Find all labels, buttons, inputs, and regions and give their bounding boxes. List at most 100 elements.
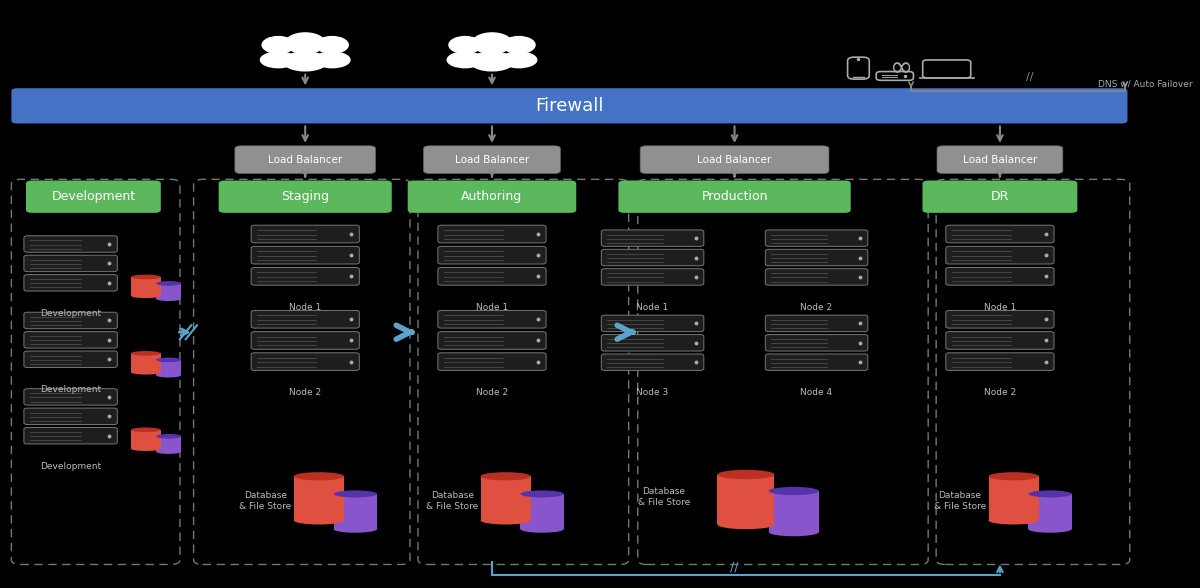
FancyBboxPatch shape [251, 353, 359, 370]
Text: Database
& File Store: Database & File Store [934, 491, 986, 511]
FancyBboxPatch shape [618, 181, 851, 213]
Ellipse shape [156, 358, 181, 362]
FancyBboxPatch shape [946, 268, 1054, 285]
FancyBboxPatch shape [937, 146, 1063, 173]
Ellipse shape [131, 446, 161, 451]
FancyBboxPatch shape [946, 310, 1054, 328]
Ellipse shape [500, 52, 536, 68]
Ellipse shape [334, 490, 377, 497]
Text: Production: Production [701, 190, 768, 203]
Ellipse shape [131, 293, 161, 298]
Ellipse shape [718, 470, 774, 479]
Text: Development: Development [52, 190, 136, 203]
Ellipse shape [131, 370, 161, 375]
Circle shape [449, 36, 481, 54]
Ellipse shape [521, 490, 564, 497]
Polygon shape [480, 476, 530, 520]
FancyBboxPatch shape [438, 246, 546, 264]
FancyBboxPatch shape [24, 408, 118, 425]
FancyBboxPatch shape [601, 249, 704, 266]
Ellipse shape [1028, 490, 1072, 497]
FancyBboxPatch shape [438, 353, 546, 370]
Text: Development: Development [40, 385, 101, 394]
Polygon shape [294, 476, 344, 520]
Ellipse shape [769, 487, 818, 495]
FancyBboxPatch shape [24, 255, 118, 272]
Ellipse shape [314, 52, 350, 68]
FancyBboxPatch shape [24, 275, 118, 291]
Text: Database
& File Store: Database & File Store [239, 491, 292, 511]
FancyBboxPatch shape [946, 332, 1054, 349]
Polygon shape [989, 476, 1039, 520]
Text: ∞: ∞ [890, 54, 913, 82]
Polygon shape [131, 353, 161, 372]
Text: Load Balancer: Load Balancer [962, 155, 1037, 165]
FancyBboxPatch shape [766, 230, 868, 246]
FancyBboxPatch shape [946, 353, 1054, 370]
Text: Load Balancer: Load Balancer [455, 155, 529, 165]
Polygon shape [1028, 494, 1072, 529]
FancyBboxPatch shape [946, 225, 1054, 243]
Ellipse shape [156, 281, 181, 286]
Ellipse shape [769, 528, 818, 536]
FancyBboxPatch shape [24, 427, 118, 444]
Ellipse shape [294, 516, 344, 524]
Ellipse shape [718, 520, 774, 529]
Circle shape [262, 36, 294, 54]
Ellipse shape [334, 526, 377, 533]
Polygon shape [131, 277, 161, 296]
Ellipse shape [989, 472, 1039, 480]
Ellipse shape [470, 52, 514, 71]
Text: Staging: Staging [281, 190, 329, 203]
FancyBboxPatch shape [601, 335, 704, 351]
Text: Node 1: Node 1 [984, 303, 1016, 312]
Ellipse shape [1028, 526, 1072, 533]
FancyBboxPatch shape [601, 354, 704, 370]
Text: Node 2: Node 2 [476, 388, 508, 397]
FancyBboxPatch shape [601, 230, 704, 246]
Polygon shape [156, 283, 181, 299]
FancyBboxPatch shape [601, 269, 704, 285]
Circle shape [286, 33, 325, 54]
Text: Load Balancer: Load Balancer [268, 155, 342, 165]
FancyBboxPatch shape [24, 332, 118, 348]
Text: Load Balancer: Load Balancer [697, 155, 772, 165]
FancyBboxPatch shape [251, 310, 359, 328]
FancyBboxPatch shape [251, 332, 359, 349]
Text: Authoring: Authoring [461, 190, 523, 203]
Text: DNS w/ Auto Failover: DNS w/ Auto Failover [1098, 79, 1193, 88]
FancyBboxPatch shape [601, 315, 704, 332]
Ellipse shape [448, 52, 484, 68]
Circle shape [316, 36, 348, 54]
FancyBboxPatch shape [251, 268, 359, 285]
FancyBboxPatch shape [235, 146, 376, 173]
Ellipse shape [260, 52, 296, 68]
FancyBboxPatch shape [438, 332, 546, 349]
Text: Development: Development [40, 309, 101, 318]
Text: Node 2: Node 2 [289, 388, 322, 397]
FancyBboxPatch shape [24, 312, 118, 329]
FancyBboxPatch shape [640, 146, 829, 173]
Polygon shape [769, 491, 818, 532]
Ellipse shape [156, 296, 181, 301]
Ellipse shape [521, 526, 564, 533]
Polygon shape [131, 430, 161, 449]
Text: DR: DR [991, 190, 1009, 203]
FancyBboxPatch shape [24, 389, 118, 405]
FancyBboxPatch shape [251, 246, 359, 264]
Ellipse shape [480, 516, 530, 524]
Polygon shape [718, 475, 774, 524]
FancyBboxPatch shape [438, 225, 546, 243]
Polygon shape [334, 494, 377, 529]
Text: Node 1: Node 1 [289, 303, 322, 312]
FancyBboxPatch shape [424, 146, 560, 173]
Ellipse shape [294, 472, 344, 480]
Ellipse shape [131, 275, 161, 279]
Text: Node 1: Node 1 [476, 303, 508, 312]
Text: Firewall: Firewall [535, 97, 604, 115]
FancyBboxPatch shape [251, 225, 359, 243]
FancyBboxPatch shape [766, 315, 868, 332]
Ellipse shape [156, 373, 181, 377]
Ellipse shape [156, 449, 181, 454]
Ellipse shape [480, 472, 530, 480]
